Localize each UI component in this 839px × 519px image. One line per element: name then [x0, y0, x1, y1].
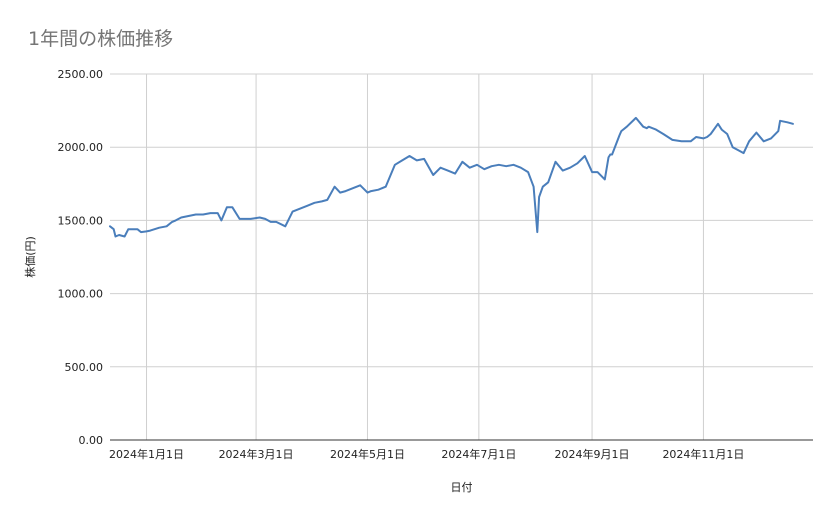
y-axis-label: 株価(円) [23, 236, 37, 278]
x-tick-label: 2024年3月1日 [219, 447, 294, 461]
y-tick-label: 2500.00 [58, 68, 104, 81]
x-axis-ticks: 2024年1月1日 2024年3月1日 2024年5月1日 2024年7月1日 2024… [109, 447, 744, 461]
x-tick-label: 2024年1月1日 [109, 447, 184, 461]
y-tick-label: 0.00 [79, 434, 104, 447]
x-tick-label: 2024年11月1日 [662, 447, 744, 461]
x-tick-label: 2024年5月1日 [330, 447, 405, 461]
series-layer [109, 116, 794, 238]
y-axis-ticks: 0.00 500.00 1000.00 1500.00 2000.00 2500.00 [58, 68, 104, 447]
x-tick-label: 2024年9月1日 [555, 447, 630, 461]
x-axis-label: 日付 [451, 481, 473, 494]
series-line [109, 116, 794, 238]
y-tick-label: 1500.00 [58, 214, 104, 227]
y-tick-label: 2000.00 [58, 141, 104, 154]
y-tick-label: 500.00 [65, 361, 104, 374]
y-tick-label: 1000.00 [58, 288, 104, 301]
x-tick-label: 2024年7月1日 [441, 447, 516, 461]
chart-title: 1年間の株価推移 [28, 28, 174, 50]
grid [110, 73, 813, 440]
